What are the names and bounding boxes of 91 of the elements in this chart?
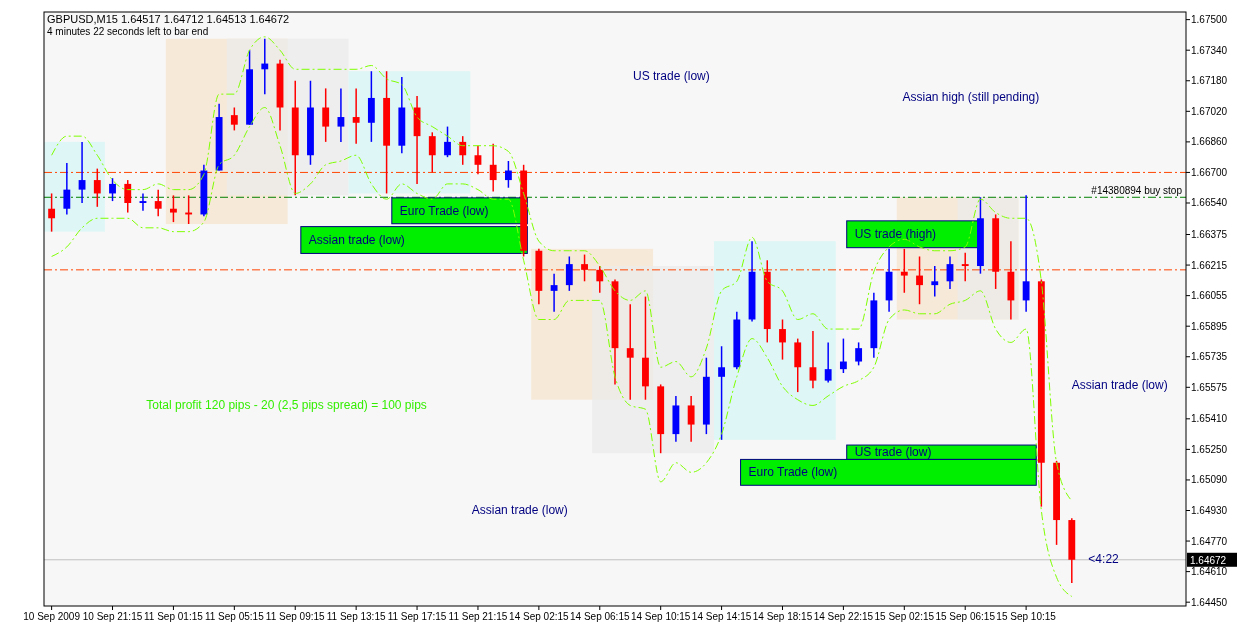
y-tick-label: 1.64770 xyxy=(1191,535,1228,547)
line-series xyxy=(51,36,1073,502)
candlestick xyxy=(626,303,634,401)
candlestick xyxy=(428,131,436,174)
x-tick-label: 15 Sep 10:15 xyxy=(996,611,1057,622)
annotation: US trade (low) xyxy=(854,445,932,460)
y-tick-label: 1.65575 xyxy=(1191,381,1228,393)
x-tick-label: 14 Sep 18:15 xyxy=(752,611,813,622)
candlestick xyxy=(855,341,863,367)
annotation: Euro Trade (low) xyxy=(748,465,838,480)
x-tick-label: 14 Sep 06:15 xyxy=(570,611,630,622)
annotation: <4:22 xyxy=(1088,552,1120,567)
candlestick xyxy=(504,160,512,189)
candlestick xyxy=(839,337,847,374)
candlestick xyxy=(596,265,604,294)
candlestick xyxy=(63,162,71,216)
y-tick-label: 1.64610 xyxy=(1191,566,1228,578)
candlestick xyxy=(474,144,482,176)
annotation: US trade (low) xyxy=(633,69,710,84)
x-tick-label: 11 Sep 05:15 xyxy=(204,611,265,622)
y-tick-label: 1.67180 xyxy=(1191,75,1228,87)
y-tick-label: 1.65250 xyxy=(1191,443,1228,455)
x-tick-label: 11 Sep 21:15 xyxy=(448,611,508,622)
candlestick xyxy=(109,177,116,202)
candlestick xyxy=(581,253,588,283)
x-tick-label: 11 Sep 17:15 xyxy=(387,611,447,622)
candlestick xyxy=(565,255,573,292)
y-tick-label: 1.65895 xyxy=(1191,320,1228,332)
candlestick xyxy=(170,194,177,223)
y-tick-label: 1.66055 xyxy=(1191,290,1228,302)
candlestick xyxy=(961,251,969,283)
x-tick-label: 11 Sep 09:15 xyxy=(265,611,326,622)
x-tick-label: 14 Sep 22:15 xyxy=(813,611,874,622)
candlestick xyxy=(900,248,908,294)
candlestick xyxy=(230,106,238,132)
candlestick xyxy=(352,87,360,145)
x-tick-label: 10 Sep 2009 xyxy=(23,611,81,622)
candlestick xyxy=(489,143,497,193)
annotation: Assian high (still pending) xyxy=(902,90,1040,105)
y-tick-label: 1.67500 xyxy=(1191,14,1228,26)
y-tick-label: 1.66215 xyxy=(1191,259,1228,271)
y-tick-label: 1.65090 xyxy=(1191,474,1228,486)
y-tick-label: 1.67020 xyxy=(1191,105,1228,117)
candlestick xyxy=(261,37,269,95)
annotation: Assian trade (low) xyxy=(471,503,568,518)
x-tick-label: 15 Sep 06:15 xyxy=(935,611,996,622)
y-tick-label: 1.64930 xyxy=(1191,505,1228,516)
candlestick xyxy=(824,341,832,384)
line-series xyxy=(51,107,1073,597)
candlestick xyxy=(93,167,101,208)
candlestick xyxy=(931,265,939,298)
candlestick xyxy=(154,188,162,218)
candlestick xyxy=(809,330,817,390)
ref-line-label: 1.64672 xyxy=(1190,554,1227,566)
ref-line-label: #14380894 buy stop xyxy=(1091,185,1183,197)
candlestick xyxy=(916,255,923,305)
y-tick-label: 1.65735 xyxy=(1191,351,1228,363)
annotation: Euro Trade (low) xyxy=(399,203,489,218)
y-tick-label: 1.66860 xyxy=(1191,136,1228,148)
candlestick xyxy=(322,87,330,143)
candlestick xyxy=(444,125,451,158)
text: 4 minutes 22 seconds left to bar end xyxy=(47,26,209,37)
candlestick xyxy=(1022,194,1030,313)
y-tick-label: 1.66700 xyxy=(1191,166,1228,178)
x-tick-label: 14 Sep 02:15 xyxy=(509,611,570,622)
chart-title: GBPUSD,M15 1.64517 1.64712 1.64513 1.64672 xyxy=(47,13,290,25)
candlestick xyxy=(779,318,786,361)
candlestick xyxy=(687,395,695,443)
candlestick xyxy=(124,179,132,214)
x-tick-label: 15 Sep 02:15 xyxy=(874,611,935,622)
candlestick xyxy=(48,192,56,233)
candlestick xyxy=(550,272,558,313)
x-tick-label: 14 Sep 10:15 xyxy=(630,611,691,622)
y-tick-label: 1.65410 xyxy=(1191,413,1228,425)
x-tick-label: 10 Sep 21:15 xyxy=(82,611,143,622)
candlestick xyxy=(139,192,147,212)
candlestick xyxy=(78,141,86,204)
x-tick-label: 11 Sep 01:15 xyxy=(144,611,204,622)
annotation: Assian trade (low) xyxy=(308,233,405,248)
y-tick-label: 1.66375 xyxy=(1191,229,1228,241)
x-tick-label: 14 Sep 14:15 xyxy=(691,611,752,622)
x-tick-label: 11 Sep 13:15 xyxy=(326,611,386,622)
annotation: Assian trade (low) xyxy=(1071,377,1168,392)
y-tick-label: 1.67340 xyxy=(1191,44,1228,56)
candlestick xyxy=(337,87,345,143)
annotation: US trade (high) xyxy=(854,227,937,242)
candlestick xyxy=(718,345,726,441)
y-tick-label: 1.64450 xyxy=(1191,596,1228,608)
annotation: Total profit 120 pips - 20 (2,5 pips spread) = 100 pips xyxy=(146,397,427,412)
y-tick-label: 1.66540 xyxy=(1191,197,1228,209)
candlestick xyxy=(459,135,467,166)
